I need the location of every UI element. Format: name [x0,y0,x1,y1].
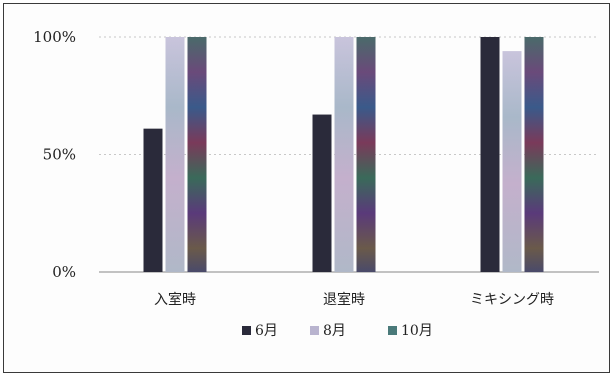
bar-3-3 [524,37,544,272]
y-tick-label: 100% [33,28,76,46]
bar-3-1 [480,37,500,272]
legend-label: 8月 [323,323,346,339]
legend-label: 6月 [255,323,278,339]
bars [143,37,544,272]
bar-2-3 [356,37,376,272]
bar-1-2 [165,37,185,272]
y-tick-label: 0% [52,263,76,281]
category-label: 入室時 [154,291,196,308]
legend-swatch [310,326,319,335]
bar-3-2 [502,51,522,272]
legend-swatch [388,326,397,335]
bar-1-3 [187,37,207,272]
category-label: 退室時 [323,291,365,308]
bar-1-1 [143,128,163,272]
category-label: ミキシング時 [470,292,554,308]
category-labels: 入室時 退室時 ミキシング時 [154,291,554,308]
bar-2-2 [334,37,354,272]
bar-2-1 [312,114,332,272]
legend-swatch [242,326,251,335]
legend: 6月 8月 10月 [242,323,433,339]
y-tick-label: 50% [43,146,76,164]
legend-label: 10月 [401,323,433,339]
y-axis: 0% 50% 100% [33,28,76,281]
bar-chart: 0% 50% 100% 入室時 退室時 ミキシング時 6月 8月 10月 [33,28,599,339]
chart-frame: 0% 50% 100% 入室時 退室時 ミキシング時 6月 8月 10月 [3,3,610,373]
